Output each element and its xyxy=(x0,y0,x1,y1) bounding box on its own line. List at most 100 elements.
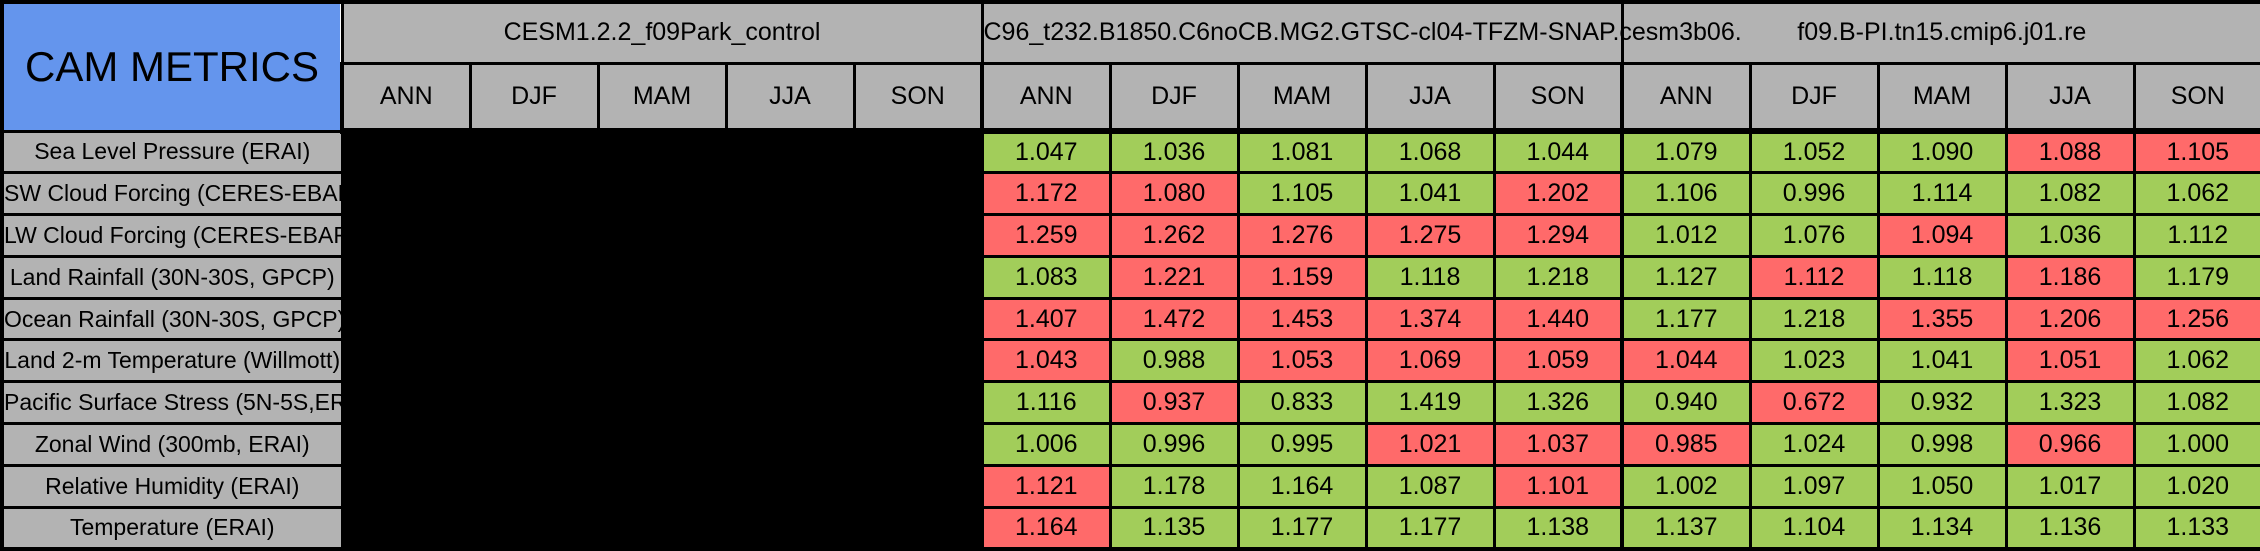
metric-cell: 1.164 xyxy=(980,505,1112,551)
metric-cell: 1.114 xyxy=(1876,171,2008,217)
metric-cell: 1.076 xyxy=(1748,213,1880,258)
metric-cell: 1.105 xyxy=(2132,129,2260,175)
season-header-mam-model1: MAM xyxy=(596,61,728,134)
metric-cell: 1.355 xyxy=(1876,296,2008,342)
season-header-ann-model3: ANN xyxy=(1620,61,1752,134)
metric-cell: 1.104 xyxy=(1748,505,1880,551)
metric-cell: 1.036 xyxy=(1108,129,1240,175)
model-name-1: CESM1.2.2_f09Park_control xyxy=(340,0,984,65)
metric-cell: 1.006 xyxy=(980,422,1112,467)
metric-cell: 1.127 xyxy=(1620,254,1752,300)
metric-cell: 1.407 xyxy=(980,296,1112,342)
model-name-3: f09.B-PI.tn15.cmip6.j01.re xyxy=(1620,0,2260,65)
metric-cell: 1.083 xyxy=(980,254,1112,300)
row-label: LW Cloud Forcing (CERES-EBAF) xyxy=(0,213,344,258)
metric-cell: 1.218 xyxy=(1492,254,1624,300)
metric-cell: 0.998 xyxy=(1876,422,2008,467)
metric-cell: 1.106 xyxy=(1620,171,1752,217)
metric-row: SW Cloud Forcing (CERES-EBAF) 1.172 1.080 1… xyxy=(0,171,2260,217)
metric-cell: 1.159 xyxy=(1236,254,1368,300)
metric-cell: 1.090 xyxy=(1876,129,2008,175)
metric-cell: 1.177 xyxy=(1620,296,1752,342)
metric-cell: 0.940 xyxy=(1620,380,1752,426)
season-header-son-model2: SON xyxy=(1492,61,1624,134)
row-label: Land 2-m Temperature (Willmott) xyxy=(0,338,344,384)
metric-row: Land 2-m Temperature (Willmott) 1.043 0.98… xyxy=(0,338,2260,384)
metric-cell: 1.080 xyxy=(1108,171,1240,217)
metric-cell: 1.050 xyxy=(1876,463,2008,509)
row-label: Temperature (ERAI) xyxy=(0,505,344,551)
metric-cell: 1.202 xyxy=(1492,171,1624,217)
metric-cell: 1.121 xyxy=(980,463,1112,509)
metric-row: Temperature (ERAI) 1.164 1.135 1.177 1.177 1.… xyxy=(0,505,2260,551)
metric-row: Relative Humidity (ERAI) 1.121 1.178 1.164 1… xyxy=(0,463,2260,509)
metric-cell: 0.833 xyxy=(1236,380,1368,426)
metric-cell: 1.323 xyxy=(2004,380,2136,426)
metric-cell: 1.012 xyxy=(1620,213,1752,258)
metric-cell: 1.164 xyxy=(1236,463,1368,509)
metric-cell: 1.294 xyxy=(1492,213,1624,258)
metric-cell: 1.062 xyxy=(2132,171,2260,217)
metric-cell: 1.116 xyxy=(980,380,1112,426)
season-header-djf-model1: DJF xyxy=(468,61,600,134)
metric-cell: 1.082 xyxy=(2132,380,2260,426)
model-header-row: CAM METRICS CESM1.2.2_f09Park_control C9… xyxy=(0,0,2260,133)
metric-cell: 1.021 xyxy=(1364,422,1496,467)
metric-cell: 1.043 xyxy=(980,338,1112,384)
metric-cell: 1.138 xyxy=(1492,505,1624,551)
metric-cell: 1.177 xyxy=(1236,505,1368,551)
metric-cell: 1.036 xyxy=(2004,213,2136,258)
metric-cell: 1.262 xyxy=(1108,213,1240,258)
row-label: SW Cloud Forcing (CERES-EBAF) xyxy=(0,171,344,217)
metric-cell: 1.374 xyxy=(1364,296,1496,342)
metric-cell: 0.996 xyxy=(1108,422,1240,467)
metric-cell: 1.177 xyxy=(1364,505,1496,551)
metric-cell: 1.068 xyxy=(1364,129,1496,175)
metric-cell: 1.044 xyxy=(1620,338,1752,384)
metric-cell: 1.023 xyxy=(1748,338,1880,384)
metric-cell: 1.419 xyxy=(1364,380,1496,426)
row-label: Sea Level Pressure (ERAI) xyxy=(0,129,344,175)
metric-cell: 1.097 xyxy=(1748,463,1880,509)
metric-row: Sea Level Pressure (ERAI) 1.047 1.036 1.081… xyxy=(0,129,2260,551)
metric-cell: 1.326 xyxy=(1492,380,1624,426)
season-header-djf-model3: DJF xyxy=(1748,61,1880,134)
metric-row: Pacific Surface Stress (5N-5S,ERS) 1.116 0… xyxy=(0,380,2260,426)
metric-cell: 1.134 xyxy=(1876,505,2008,551)
metric-cell: 1.179 xyxy=(2132,254,2260,300)
metric-cell: 1.087 xyxy=(1364,463,1496,509)
metric-cell: 0.988 xyxy=(1108,338,1240,384)
metric-cell: 1.041 xyxy=(1364,171,1496,217)
season-header-mam-model3: MAM xyxy=(1876,61,2008,134)
metric-cell: 1.218 xyxy=(1748,296,1880,342)
metric-cell: 0.995 xyxy=(1236,422,1368,467)
season-header-jja-model1: JJA xyxy=(724,61,856,134)
metric-cell: 1.112 xyxy=(2132,213,2260,258)
row-label: Pacific Surface Stress (5N-5S,ERS) xyxy=(0,380,344,426)
metric-cell: 1.047 xyxy=(980,129,1112,175)
season-header-jja-model2: JJA xyxy=(1364,61,1496,134)
metric-cell: 1.186 xyxy=(2004,254,2136,300)
metric-cell: 1.276 xyxy=(1236,213,1368,258)
row-label: Relative Humidity (ERAI) xyxy=(0,463,344,509)
season-header-djf-model2: DJF xyxy=(1108,61,1240,134)
row-label: Land Rainfall (30N-30S, GPCP) xyxy=(0,254,344,300)
metric-cell: 1.002 xyxy=(1620,463,1752,509)
metric-cell: 0.996 xyxy=(1748,171,1880,217)
season-header-son-model1: SON xyxy=(852,61,984,134)
metric-cell: 1.082 xyxy=(2004,171,2136,217)
metric-cell: 1.133 xyxy=(2132,505,2260,551)
metric-cell: 1.079 xyxy=(1620,129,1752,175)
metric-cell: 1.453 xyxy=(1236,296,1368,342)
metric-cell: 1.101 xyxy=(1492,463,1624,509)
metric-cell: 0.932 xyxy=(1876,380,2008,426)
metric-cell: 1.221 xyxy=(1108,254,1240,300)
season-header-ann-model2: ANN xyxy=(980,61,1112,134)
metric-cell: 1.044 xyxy=(1492,129,1624,175)
metric-cell: 1.088 xyxy=(2004,129,2136,175)
metric-cell: 1.275 xyxy=(1364,213,1496,258)
season-header-row: ANN DJF MAM JJA SON ANN DJF MAM JJA SON ANN DJF MAM J… xyxy=(2,61,2260,134)
metric-cell: 0.966 xyxy=(2004,422,2136,467)
season-header-mam-model2: MAM xyxy=(1236,61,1368,134)
